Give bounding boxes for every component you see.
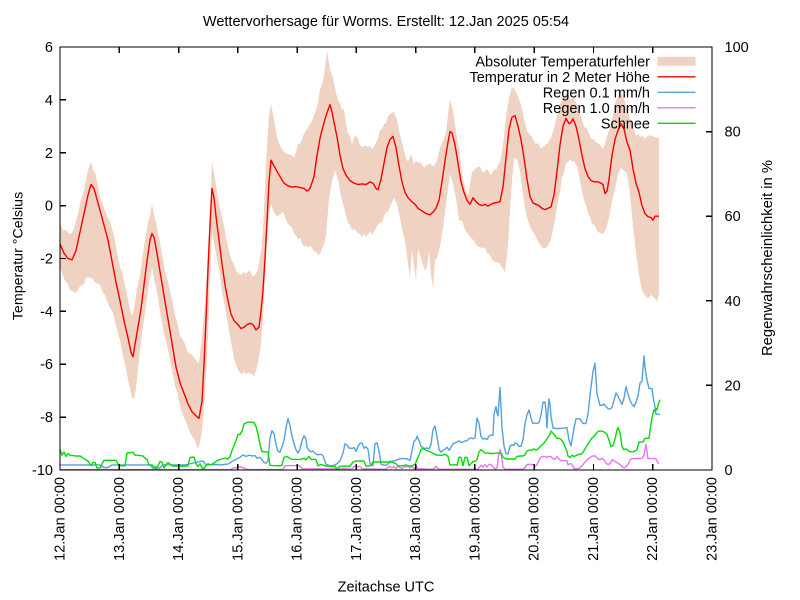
svg-text:19.Jan 00:00: 19.Jan 00:00 xyxy=(467,477,483,561)
svg-text:20.Jan 00:00: 20.Jan 00:00 xyxy=(527,477,543,561)
svg-text:17.Jan 00:00: 17.Jan 00:00 xyxy=(349,477,365,561)
svg-text:21.Jan 00:00: 21.Jan 00:00 xyxy=(586,477,602,561)
svg-text:20: 20 xyxy=(725,378,741,394)
svg-text:-6: -6 xyxy=(40,357,53,373)
svg-text:-8: -8 xyxy=(40,410,53,426)
svg-text:Temperatur in 2 Meter Höhe: Temperatur in 2 Meter Höhe xyxy=(469,70,650,86)
svg-text:Wettervorhersage für Worms. Er: Wettervorhersage für Worms. Erstellt: 12… xyxy=(203,14,569,30)
svg-text:Regenwahrscheinlichkeit in %: Regenwahrscheinlichkeit in % xyxy=(760,160,776,356)
svg-text:Regen 0.1 mm/h: Regen 0.1 mm/h xyxy=(543,85,650,101)
svg-text:Zeitachse UTC: Zeitachse UTC xyxy=(338,580,435,596)
svg-text:22.Jan 00:00: 22.Jan 00:00 xyxy=(645,477,661,561)
svg-text:16.Jan 00:00: 16.Jan 00:00 xyxy=(290,477,306,561)
svg-text:6: 6 xyxy=(45,40,53,56)
svg-text:0: 0 xyxy=(725,463,733,479)
svg-text:-4: -4 xyxy=(40,304,53,320)
svg-text:40: 40 xyxy=(725,294,741,310)
svg-text:100: 100 xyxy=(725,40,749,56)
svg-text:Schnee: Schnee xyxy=(601,116,650,132)
svg-text:12.Jan 00:00: 12.Jan 00:00 xyxy=(53,477,69,561)
svg-text:0: 0 xyxy=(45,199,53,215)
svg-text:13.Jan 00:00: 13.Jan 00:00 xyxy=(112,477,128,561)
svg-text:14.Jan 00:00: 14.Jan 00:00 xyxy=(171,477,187,561)
svg-text:Regen 1.0 mm/h: Regen 1.0 mm/h xyxy=(543,101,650,117)
svg-text:-2: -2 xyxy=(40,252,53,268)
svg-text:4: 4 xyxy=(45,93,53,109)
svg-text:60: 60 xyxy=(725,209,741,225)
svg-text:Absoluter Temperaturfehler: Absoluter Temperaturfehler xyxy=(475,54,650,70)
svg-text:18.Jan 00:00: 18.Jan 00:00 xyxy=(408,477,424,561)
svg-text:Temperatur °Celsius: Temperatur °Celsius xyxy=(11,192,27,320)
svg-text:-10: -10 xyxy=(32,463,53,479)
svg-text:80: 80 xyxy=(725,125,741,141)
svg-text:15.Jan 00:00: 15.Jan 00:00 xyxy=(230,477,246,561)
svg-text:23.Jan 00:00: 23.Jan 00:00 xyxy=(705,477,721,561)
svg-text:2: 2 xyxy=(45,146,53,162)
